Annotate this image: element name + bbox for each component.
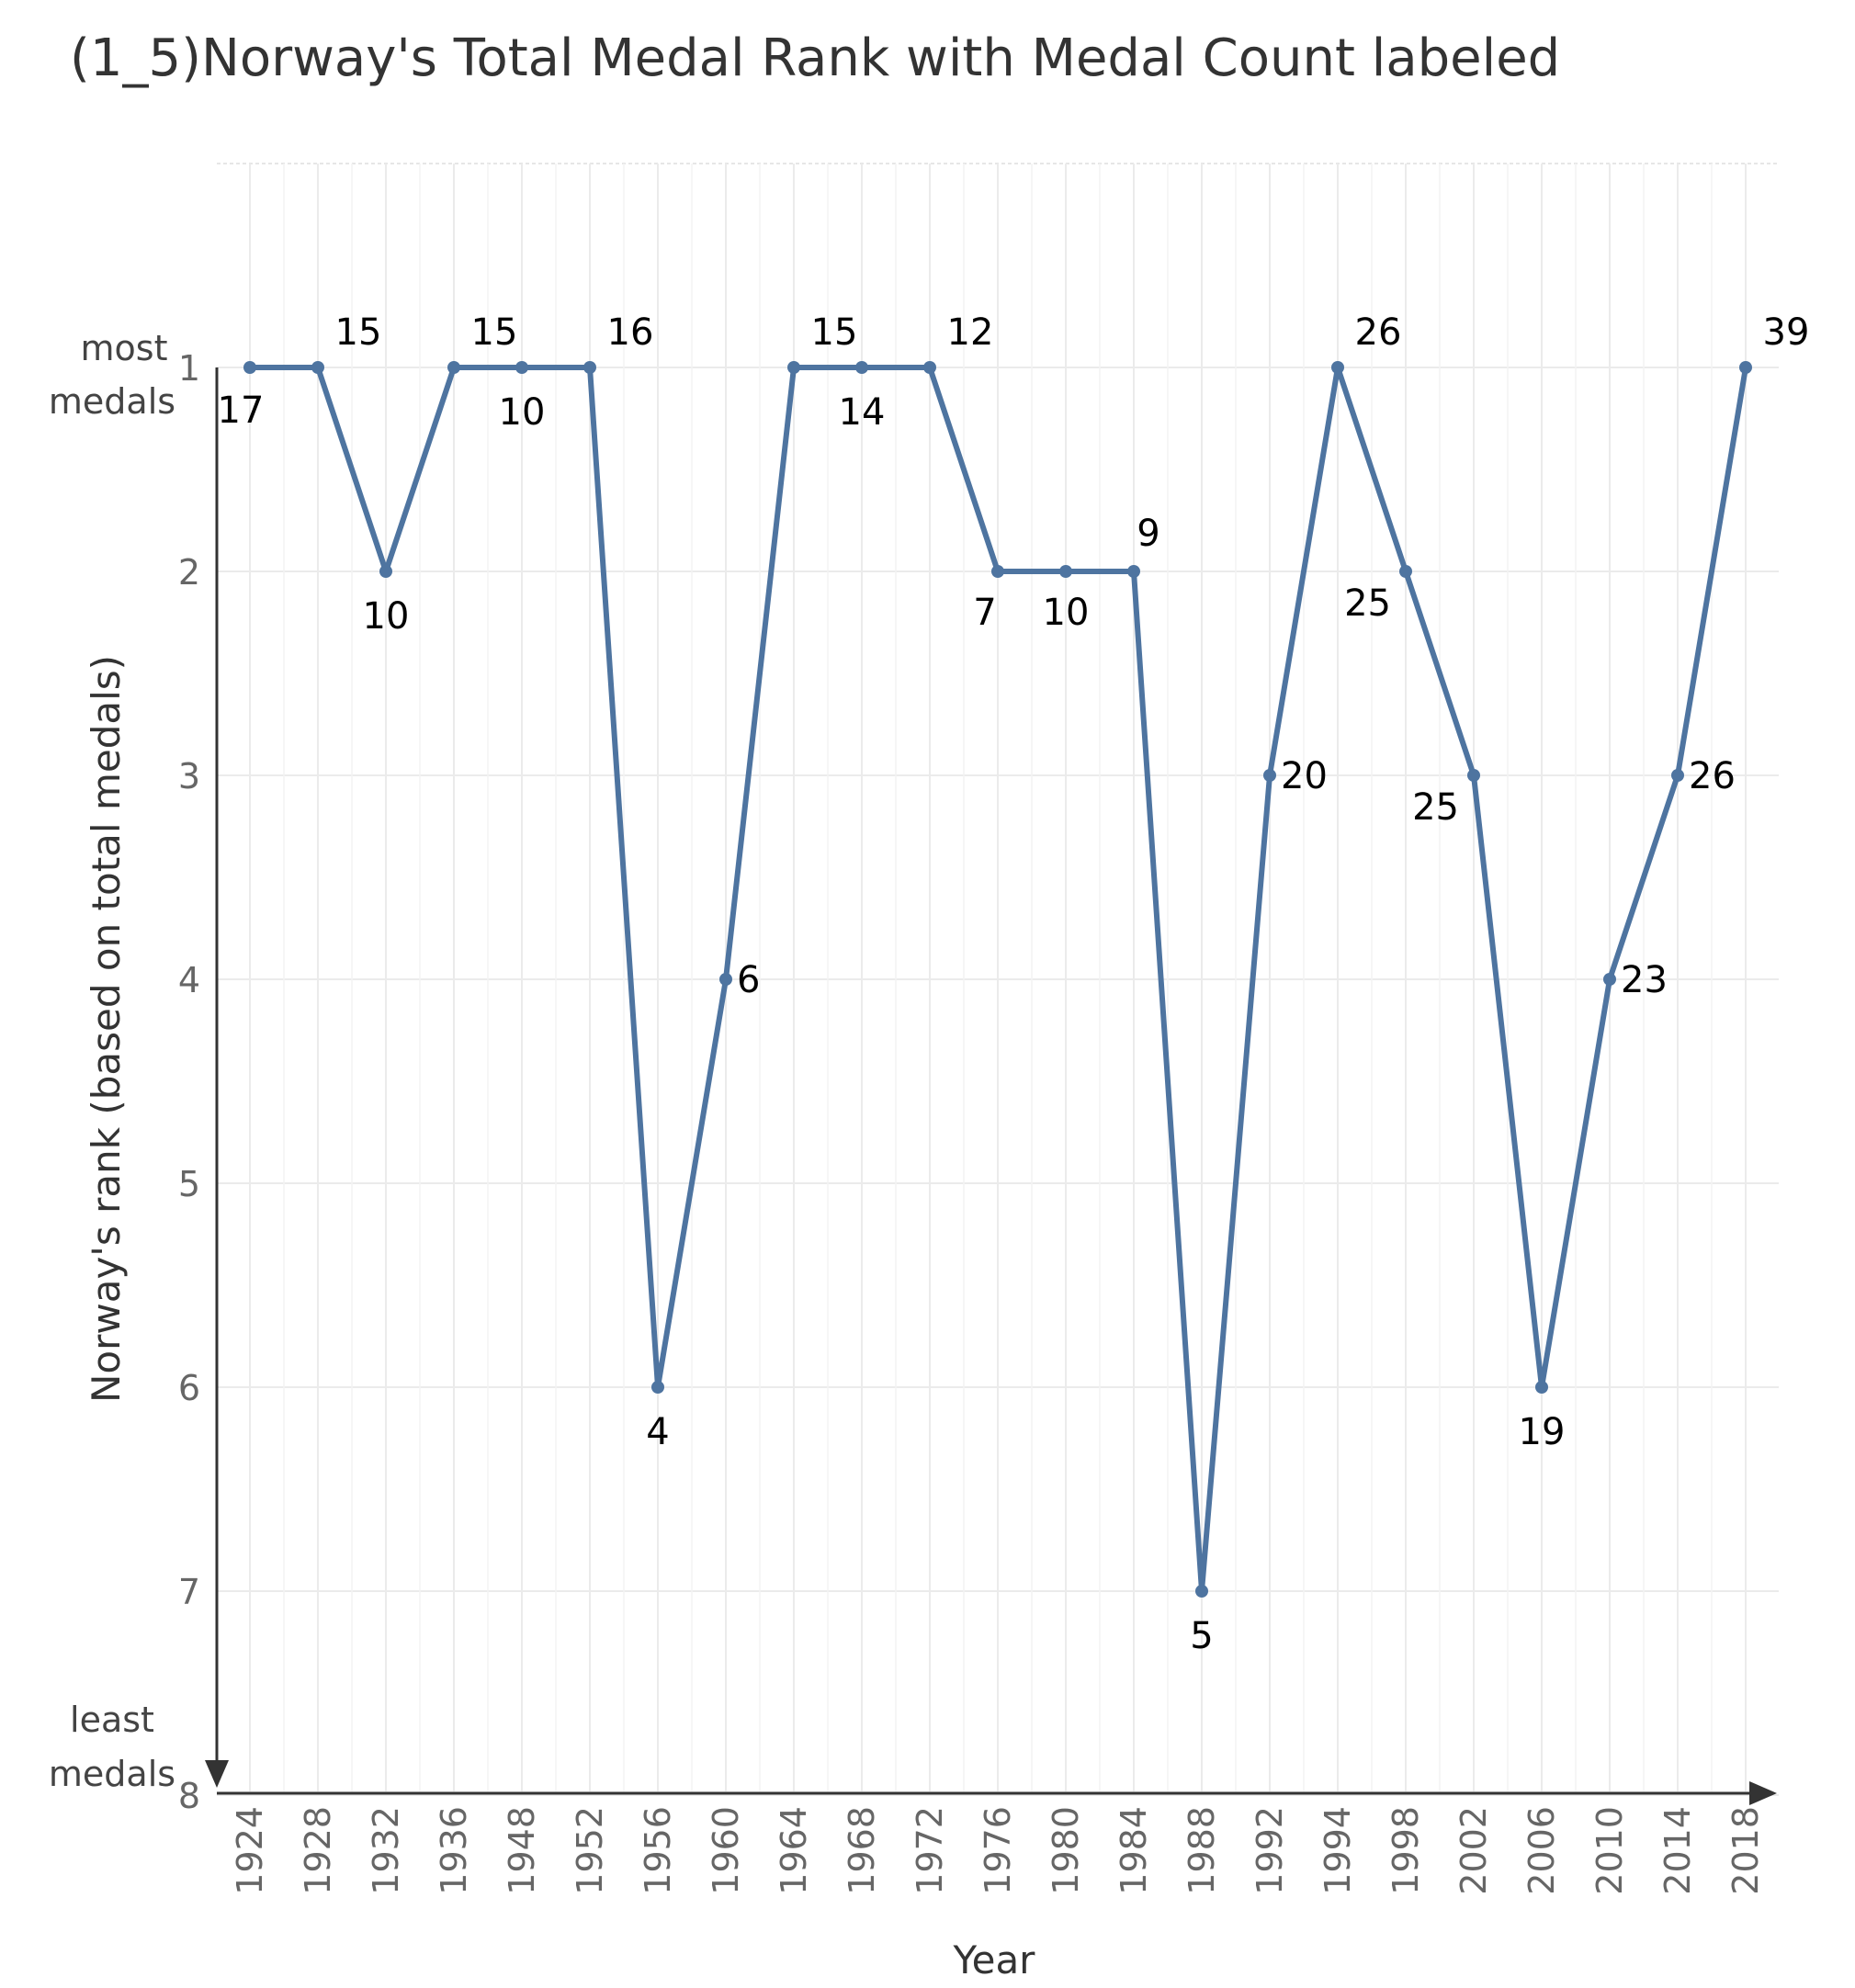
x-tick-label: 1956 <box>638 1806 678 1895</box>
data-point <box>1059 565 1072 578</box>
data-point <box>651 1381 664 1394</box>
y-tick-label: 6 <box>178 1368 200 1408</box>
data-point <box>583 361 596 374</box>
data-point <box>515 361 528 374</box>
medal-count-label: 15 <box>471 311 518 354</box>
data-point <box>379 565 392 578</box>
data-point <box>1127 565 1140 578</box>
y-bottom-label-line2: medals <box>49 1754 175 1794</box>
y-axis-arrow <box>205 1760 229 1788</box>
medal-count-label: 9 <box>1137 513 1159 555</box>
medal-count-label: 10 <box>363 595 410 638</box>
data-point <box>1535 1381 1548 1394</box>
x-tick-label: 1924 <box>230 1806 270 1895</box>
data-point <box>1331 361 1344 374</box>
medal-count-label: 7 <box>973 592 996 634</box>
x-tick-label: 1972 <box>910 1806 950 1895</box>
y-bottom-label-line1: least <box>70 1700 154 1740</box>
x-tick-label: 1952 <box>570 1806 610 1895</box>
data-point <box>923 361 936 374</box>
x-tick-label: 2002 <box>1453 1806 1494 1895</box>
medal-count-label: 17 <box>218 390 265 432</box>
chart-title: (1_5)Norway's Total Medal Rank with Meda… <box>70 28 1560 88</box>
x-tick-label: 2010 <box>1589 1806 1630 1895</box>
y-tick-label: 2 <box>178 552 200 593</box>
data-point <box>1399 565 1412 578</box>
y-tick-labels: 1 2 3 4 5 6 7 8 <box>178 348 200 1816</box>
medal-count-label: 10 <box>499 391 546 434</box>
x-tick-label: 1932 <box>366 1806 406 1895</box>
data-point <box>447 361 460 374</box>
data-point <box>1671 769 1684 782</box>
data-point <box>787 361 800 374</box>
medal-count-label: 15 <box>335 311 382 354</box>
y-tick-label: 8 <box>178 1776 200 1816</box>
x-tick-label: 1936 <box>434 1806 474 1895</box>
x-tick-label: 1994 <box>1318 1806 1358 1895</box>
x-tick-label: 1928 <box>298 1806 338 1895</box>
data-point <box>1739 361 1752 374</box>
x-tick-label: 1964 <box>774 1806 814 1895</box>
medal-count-label: 4 <box>646 1411 669 1453</box>
medal-count-labels: 17 15 10 15 10 16 4 6 15 14 12 7 10 9 5 20 26 25 25 19 23 26 3… <box>218 311 1810 1657</box>
y-top-label-line1: most <box>81 328 168 368</box>
data-point <box>1603 973 1616 986</box>
axes <box>205 367 1777 1805</box>
medal-count-label: 10 <box>1043 592 1090 634</box>
medal-count-label: 23 <box>1621 959 1668 1001</box>
medal-count-label: 5 <box>1190 1615 1213 1657</box>
medal-count-label: 14 <box>839 391 886 434</box>
x-tick-label: 1960 <box>706 1806 746 1895</box>
y-tick-label: 3 <box>178 756 200 796</box>
data-point <box>243 361 256 374</box>
x-tick-label: 1968 <box>842 1806 882 1895</box>
y-tick-label: 7 <box>178 1572 200 1612</box>
x-axis-title: Year <box>953 1937 1036 1982</box>
x-tick-label: 1976 <box>978 1806 1018 1895</box>
data-point <box>719 973 732 986</box>
data-point <box>1195 1585 1208 1598</box>
medal-count-label: 25 <box>1412 786 1459 829</box>
medal-count-label: 26 <box>1355 311 1402 354</box>
medal-count-label: 12 <box>947 311 994 354</box>
x-tick-label: 1948 <box>502 1806 542 1895</box>
grid <box>217 163 1779 1796</box>
y-tick-label: 5 <box>178 1164 200 1204</box>
data-point <box>311 361 324 374</box>
x-tick-labels: 1924 1928 1932 1936 1948 1952 1956 1960 1964 1968… <box>230 1806 1766 1895</box>
data-point <box>991 565 1004 578</box>
x-tick-label: 2006 <box>1521 1806 1562 1895</box>
x-tick-label: 1998 <box>1386 1806 1426 1895</box>
medal-count-label: 39 <box>1763 311 1810 354</box>
series-norway-rank <box>243 361 1752 1598</box>
x-tick-label: 1992 <box>1250 1806 1290 1895</box>
medal-count-label: 6 <box>737 959 760 1001</box>
x-tick-label: 1984 <box>1114 1806 1154 1895</box>
x-tick-label: 2014 <box>1657 1806 1698 1895</box>
x-tick-label: 2018 <box>1725 1806 1766 1895</box>
medal-count-label: 25 <box>1344 582 1391 625</box>
data-point <box>1263 769 1276 782</box>
medal-count-label: 19 <box>1519 1411 1566 1453</box>
medal-count-label: 20 <box>1281 755 1328 797</box>
medal-count-label: 26 <box>1689 755 1736 797</box>
data-point <box>1467 769 1480 782</box>
medal-count-label: 16 <box>607 311 654 354</box>
y-axis-title: Norway's rank (based on total medals) <box>84 655 129 1403</box>
medal-count-label: 15 <box>811 311 858 354</box>
y-tick-label: 4 <box>178 960 200 1000</box>
x-tick-label: 1980 <box>1046 1806 1086 1895</box>
y-tick-label: 1 <box>178 348 200 389</box>
y-top-label-line2: medals <box>49 381 175 422</box>
x-tick-label: 1988 <box>1182 1806 1222 1895</box>
x-axis-arrow <box>1749 1781 1777 1805</box>
data-point <box>855 361 868 374</box>
